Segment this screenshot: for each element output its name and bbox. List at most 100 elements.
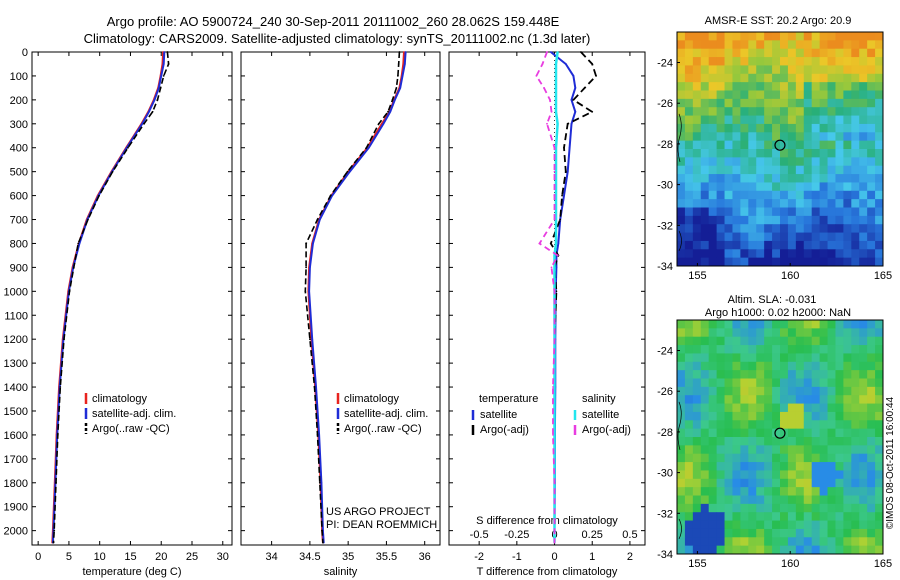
map-cell	[803, 115, 813, 125]
map-cell	[700, 478, 710, 488]
map-cell	[700, 157, 710, 167]
map-cell	[827, 157, 836, 167]
map-cell	[772, 378, 781, 388]
map-cell	[692, 65, 702, 75]
x-tick-label: 10	[94, 551, 106, 563]
map-cell	[803, 190, 813, 200]
plot-frame	[31, 51, 233, 546]
map-cell	[684, 445, 694, 455]
map-cell	[724, 190, 733, 200]
map-cell	[716, 165, 726, 175]
map-cell	[700, 386, 710, 396]
map-cell	[724, 336, 733, 346]
map-cell	[756, 528, 765, 538]
map-cell	[875, 199, 884, 208]
data-point	[563, 146, 565, 149]
map-cell	[692, 249, 702, 259]
map-cell	[787, 182, 797, 192]
data-point	[159, 87, 162, 89]
map-cell	[811, 503, 821, 513]
map-cell	[859, 165, 868, 175]
data-point	[320, 481, 323, 484]
depth-tick-label: 0	[22, 47, 28, 59]
map-cell	[851, 320, 860, 329]
map-cell	[795, 428, 805, 438]
map-cell	[851, 445, 860, 455]
data-point	[553, 481, 556, 484]
map-cell	[732, 123, 741, 133]
map-cell	[819, 445, 829, 455]
map-cell	[780, 537, 789, 547]
depth-tick-label: 1100	[4, 310, 28, 322]
map-cell	[827, 149, 836, 158]
map-cell	[780, 470, 789, 480]
data-point	[572, 75, 575, 77]
map-cell	[732, 182, 741, 192]
map-cell	[764, 132, 773, 142]
map-cell	[740, 98, 749, 108]
map-cell	[692, 378, 702, 388]
map-cell	[795, 520, 805, 530]
map-cell	[684, 453, 694, 463]
map-cell	[859, 437, 868, 446]
map-cell	[724, 378, 733, 388]
data-point	[163, 51, 166, 53]
map-cell	[859, 453, 868, 463]
map-cell	[724, 528, 733, 538]
map-cell	[780, 528, 789, 538]
map-cell	[803, 462, 813, 471]
map-cell	[677, 157, 686, 167]
map-cell	[740, 378, 749, 388]
map-cell	[851, 503, 860, 513]
map-cell	[748, 512, 757, 522]
map-cell	[740, 199, 749, 208]
map-cell	[740, 470, 749, 480]
map-cell	[764, 240, 773, 250]
map-cell	[684, 437, 694, 446]
depth-tick-label: 1000	[4, 286, 28, 298]
map-cell	[724, 115, 733, 125]
map-cell	[764, 65, 773, 75]
data-point	[153, 99, 156, 101]
map-cell	[811, 65, 821, 75]
map-cell	[835, 190, 844, 200]
map-cell	[859, 336, 868, 346]
map-cell	[748, 545, 757, 555]
map-cell	[851, 395, 860, 405]
map-cell	[795, 224, 805, 234]
map-cell	[803, 107, 813, 117]
map-cell	[827, 345, 836, 354]
map-cell	[748, 224, 757, 234]
map-cell	[819, 370, 829, 379]
map-cell	[764, 98, 773, 108]
map-cell	[677, 361, 686, 371]
map-cell	[716, 528, 726, 538]
map-cell	[677, 537, 686, 547]
map-cell	[851, 528, 860, 538]
depth-tick-label: 1500	[4, 406, 28, 418]
map-cell	[843, 240, 852, 250]
map-cell	[827, 48, 836, 58]
map-cell	[740, 370, 749, 379]
map-cell	[867, 470, 876, 480]
map-cell	[684, 32, 694, 41]
map-cell	[716, 257, 726, 267]
map-cell	[677, 207, 686, 217]
map-cell	[772, 174, 781, 183]
map-cell	[851, 132, 860, 142]
x-tick-label: 34.5	[299, 551, 320, 563]
map-cell	[851, 115, 860, 125]
map-cell	[724, 470, 733, 480]
map-cell	[819, 182, 829, 192]
map-cell	[700, 190, 710, 200]
map-cell	[803, 182, 813, 192]
map-cell	[795, 98, 805, 108]
map-cell	[859, 57, 868, 66]
map-cell	[724, 165, 733, 175]
map-cell	[764, 123, 773, 133]
map-cell	[835, 232, 844, 242]
map-cell	[827, 386, 836, 396]
map-cell	[819, 403, 829, 413]
map-cell	[740, 411, 749, 421]
map-cell	[811, 140, 821, 150]
